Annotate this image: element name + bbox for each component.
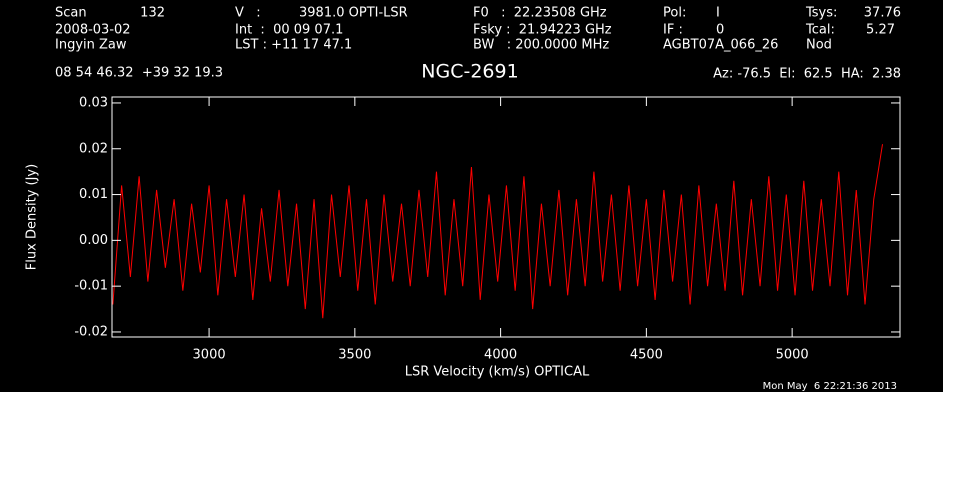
background <box>0 0 943 392</box>
y-tick-label: -0.01 <box>74 279 108 294</box>
info: Tcal: <box>805 23 835 38</box>
info: Pol: <box>663 6 686 21</box>
info: 2008-03-02 <box>55 23 131 38</box>
x-tick-label: 3000 <box>193 348 226 363</box>
y-tick-label: -0.02 <box>74 324 108 339</box>
x-tick-label: 5000 <box>776 348 809 363</box>
info: Nod <box>806 38 832 53</box>
info: BW : 200.0000 MHz <box>473 38 609 53</box>
info: LST : +11 17 47.1 <box>235 38 352 53</box>
info: IF : <box>663 23 683 38</box>
info: 5.27 <box>866 23 895 38</box>
y-tick-label: 0.03 <box>79 95 108 110</box>
y-tick-label: 0.02 <box>79 141 108 156</box>
y-tick-label: 0.01 <box>79 187 108 202</box>
info: Tsys: <box>805 6 837 21</box>
info: 3981.0 OPTI-LSR <box>299 6 408 21</box>
x-tick-label: 4500 <box>630 348 663 363</box>
y-axis-label: Flux Density (Jy) <box>25 164 40 270</box>
info: 132 <box>140 6 165 21</box>
chart-title: NGC-2691 <box>421 61 518 83</box>
info: 08 54 46.32 +39 32 19.3 <box>55 66 223 81</box>
timestamp: Mon May 6 22:21:36 2013 <box>763 381 897 392</box>
info: 37.76 <box>864 6 901 21</box>
info: Az: -76.5 El: 62.5 HA: 2.38 <box>713 67 901 82</box>
info: Scan <box>55 6 87 21</box>
y-tick-label: 0.00 <box>79 233 108 248</box>
info: F0 : 22.23508 GHz <box>473 6 607 21</box>
plot-frame <box>111 96 901 338</box>
info: Fsky : 21.94223 GHz <box>473 23 612 38</box>
info: Int : 00 09 07.1 <box>235 23 343 38</box>
info: AGBT07A_066_26 <box>663 38 778 53</box>
info: Ingyin Zaw <box>55 38 127 53</box>
x-tick-label: 3500 <box>338 348 371 363</box>
info: I <box>716 6 720 21</box>
info: 0 <box>716 23 724 38</box>
x-axis-label: LSR Velocity (km/s) OPTICAL <box>405 365 590 380</box>
info: V : <box>235 6 261 21</box>
spectrum-line <box>112 144 884 319</box>
x-tick-label: 4000 <box>484 348 517 363</box>
